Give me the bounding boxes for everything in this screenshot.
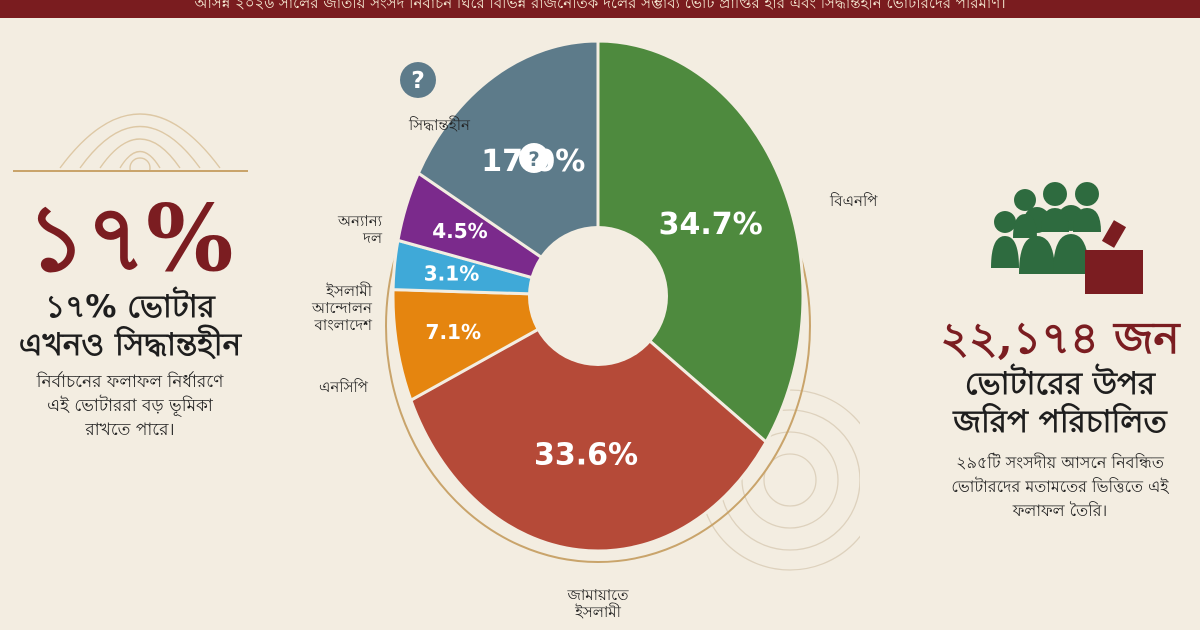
desc-line: এই ভোটাররা বড় ভূমিকা bbox=[47, 396, 213, 416]
undecided-heading-line1: ১৭% ভোটার bbox=[45, 289, 215, 325]
survey-description: ২৯৫টি সংসদীয় আসনে নিবন্ধিত ভোটারদের মতা… bbox=[925, 451, 1195, 523]
desc-line: নির্বাচনের ফলাফল নির্ধারণে bbox=[36, 372, 224, 392]
value-label-bnp: 34.7% bbox=[659, 207, 763, 242]
desc-line: ভোটারদের মতামতের ভিত্তিতে এই bbox=[951, 477, 1169, 496]
question-mark-icon bbox=[519, 143, 549, 173]
question-mark-glyph-icon: ? bbox=[528, 148, 539, 171]
category-label-undecided: সিদ্ধান্তহীন bbox=[408, 116, 471, 134]
survey-heading-line1: ভোটারের উপর bbox=[964, 366, 1156, 402]
undecided-description: নির্বাচনের ফলাফল নির্ধারণে এই ভোটাররা বড… bbox=[10, 370, 250, 442]
undecided-big-percent: ১৭% bbox=[26, 184, 234, 292]
category-label-islami-andolon: ইসলামী আন্দোলন বাংলাদেশ bbox=[311, 282, 373, 334]
question-mark-icon bbox=[400, 62, 436, 98]
desc-line: রাখতে পারে। bbox=[85, 420, 175, 440]
header-banner: আসন্ন ২০২৬ সালের জাতীয় সংসদ নির্বাচন ঘি… bbox=[0, 0, 1200, 18]
value-label-others: 4.5% bbox=[432, 219, 487, 243]
undecided-heading-line2: এখনও সিদ্ধান্তহীন bbox=[18, 327, 242, 363]
donut-hole bbox=[528, 226, 668, 366]
people-ballot-icon bbox=[991, 182, 1143, 294]
category-label-others: অন্যান্য দল bbox=[337, 212, 383, 247]
survey-heading-line2: জরিপ পরিচালিত bbox=[953, 404, 1167, 440]
slice-bnp bbox=[596, 39, 805, 445]
value-label-islami-andolon: 3.1% bbox=[424, 262, 479, 286]
desc-line: ২৯৫টি সংসদীয় আসনে নিবন্ধিত bbox=[956, 453, 1164, 472]
category-label-bnp: বিএনপি bbox=[829, 192, 878, 210]
slice-undecided bbox=[416, 39, 600, 299]
category-label-jamaat: জামায়াতে ইসলামী bbox=[567, 586, 630, 621]
divider bbox=[12, 170, 248, 172]
desc-line: ফলাফল তৈরি। bbox=[1012, 501, 1108, 520]
question-mark-glyph-icon: ? bbox=[411, 66, 425, 94]
slice-jamaat bbox=[409, 294, 768, 553]
banner-text: আসন্ন ২০২৬ সালের জাতীয় সংসদ নির্বাচন ঘি… bbox=[194, 0, 1006, 12]
right-panel: ২২,১৭৪ জন ভোটারের উপর জরিপ পরিচালিত ২৯৫ট… bbox=[925, 305, 1195, 523]
left-panel: ১৭% ১৭% ভোটার এখনও সিদ্ধান্তহীন নির্বাচন… bbox=[10, 60, 250, 442]
value-label-ncp: 7.1% bbox=[426, 320, 481, 344]
survey-count: ২২,১৭৪ জন bbox=[940, 313, 1180, 364]
mandala-ornament-icon bbox=[59, 113, 221, 170]
category-label-ncp: এনসিপি bbox=[319, 378, 369, 396]
value-label-jamaat: 33.6% bbox=[534, 437, 638, 472]
